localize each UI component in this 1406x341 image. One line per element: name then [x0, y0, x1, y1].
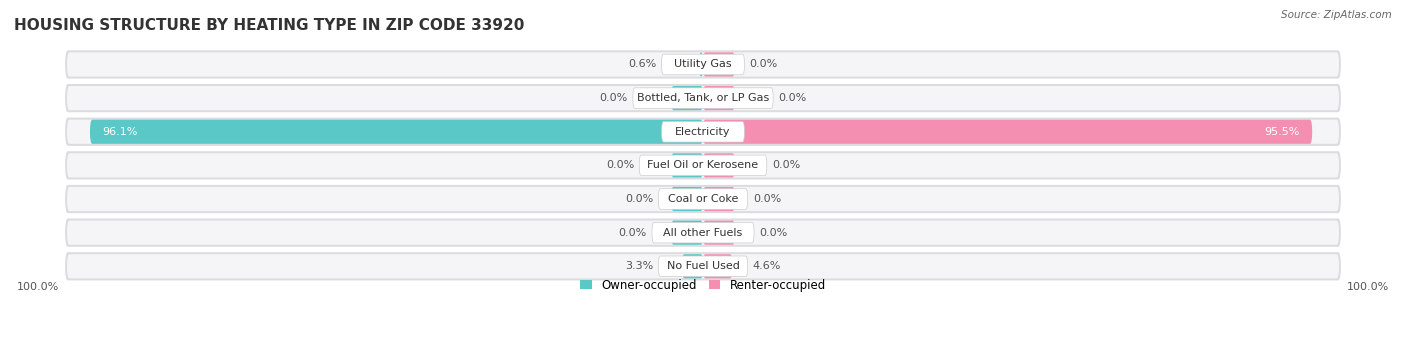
- Text: 0.0%: 0.0%: [749, 59, 778, 70]
- FancyBboxPatch shape: [67, 254, 1339, 278]
- FancyBboxPatch shape: [671, 187, 703, 211]
- Text: Source: ZipAtlas.com: Source: ZipAtlas.com: [1281, 10, 1392, 20]
- Text: Coal or Coke: Coal or Coke: [668, 194, 738, 204]
- Text: 100.0%: 100.0%: [1347, 282, 1389, 292]
- FancyBboxPatch shape: [703, 53, 735, 77]
- Text: Bottled, Tank, or LP Gas: Bottled, Tank, or LP Gas: [637, 93, 769, 103]
- FancyBboxPatch shape: [671, 86, 703, 110]
- Text: Fuel Oil or Kerosene: Fuel Oil or Kerosene: [647, 160, 759, 170]
- FancyBboxPatch shape: [67, 120, 1339, 144]
- FancyBboxPatch shape: [703, 153, 735, 178]
- FancyBboxPatch shape: [703, 86, 735, 110]
- Text: 95.5%: 95.5%: [1264, 127, 1299, 137]
- Text: 0.0%: 0.0%: [779, 93, 807, 103]
- FancyBboxPatch shape: [703, 187, 735, 211]
- FancyBboxPatch shape: [658, 256, 748, 277]
- FancyBboxPatch shape: [703, 221, 735, 245]
- Text: Utility Gas: Utility Gas: [675, 59, 731, 70]
- Text: 0.0%: 0.0%: [752, 194, 780, 204]
- FancyBboxPatch shape: [703, 254, 733, 278]
- FancyBboxPatch shape: [662, 121, 744, 142]
- FancyBboxPatch shape: [65, 84, 1341, 112]
- FancyBboxPatch shape: [633, 88, 773, 108]
- FancyBboxPatch shape: [640, 155, 766, 176]
- Text: 0.0%: 0.0%: [619, 228, 647, 238]
- FancyBboxPatch shape: [65, 118, 1341, 146]
- FancyBboxPatch shape: [682, 254, 703, 278]
- Text: 0.0%: 0.0%: [606, 160, 634, 170]
- FancyBboxPatch shape: [90, 120, 703, 144]
- Text: All other Fuels: All other Fuels: [664, 228, 742, 238]
- FancyBboxPatch shape: [67, 187, 1339, 211]
- Text: 4.6%: 4.6%: [752, 261, 782, 271]
- Text: 0.0%: 0.0%: [759, 228, 787, 238]
- FancyBboxPatch shape: [65, 252, 1341, 280]
- FancyBboxPatch shape: [67, 153, 1339, 178]
- FancyBboxPatch shape: [67, 53, 1339, 77]
- Text: 100.0%: 100.0%: [17, 282, 59, 292]
- Legend: Owner-occupied, Renter-occupied: Owner-occupied, Renter-occupied: [575, 274, 831, 296]
- Text: 0.0%: 0.0%: [626, 194, 654, 204]
- FancyBboxPatch shape: [699, 53, 703, 77]
- FancyBboxPatch shape: [67, 221, 1339, 245]
- Text: 0.0%: 0.0%: [599, 93, 627, 103]
- FancyBboxPatch shape: [65, 50, 1341, 78]
- FancyBboxPatch shape: [652, 222, 754, 243]
- FancyBboxPatch shape: [67, 86, 1339, 110]
- FancyBboxPatch shape: [703, 120, 1312, 144]
- FancyBboxPatch shape: [65, 219, 1341, 247]
- FancyBboxPatch shape: [662, 54, 744, 75]
- Text: 0.6%: 0.6%: [628, 59, 657, 70]
- FancyBboxPatch shape: [65, 185, 1341, 213]
- Text: HOUSING STRUCTURE BY HEATING TYPE IN ZIP CODE 33920: HOUSING STRUCTURE BY HEATING TYPE IN ZIP…: [14, 17, 524, 32]
- FancyBboxPatch shape: [671, 153, 703, 178]
- Text: No Fuel Used: No Fuel Used: [666, 261, 740, 271]
- FancyBboxPatch shape: [658, 189, 748, 209]
- Text: 0.0%: 0.0%: [772, 160, 800, 170]
- FancyBboxPatch shape: [65, 151, 1341, 179]
- Text: 96.1%: 96.1%: [103, 127, 138, 137]
- FancyBboxPatch shape: [671, 221, 703, 245]
- Text: 3.3%: 3.3%: [626, 261, 654, 271]
- Text: Electricity: Electricity: [675, 127, 731, 137]
